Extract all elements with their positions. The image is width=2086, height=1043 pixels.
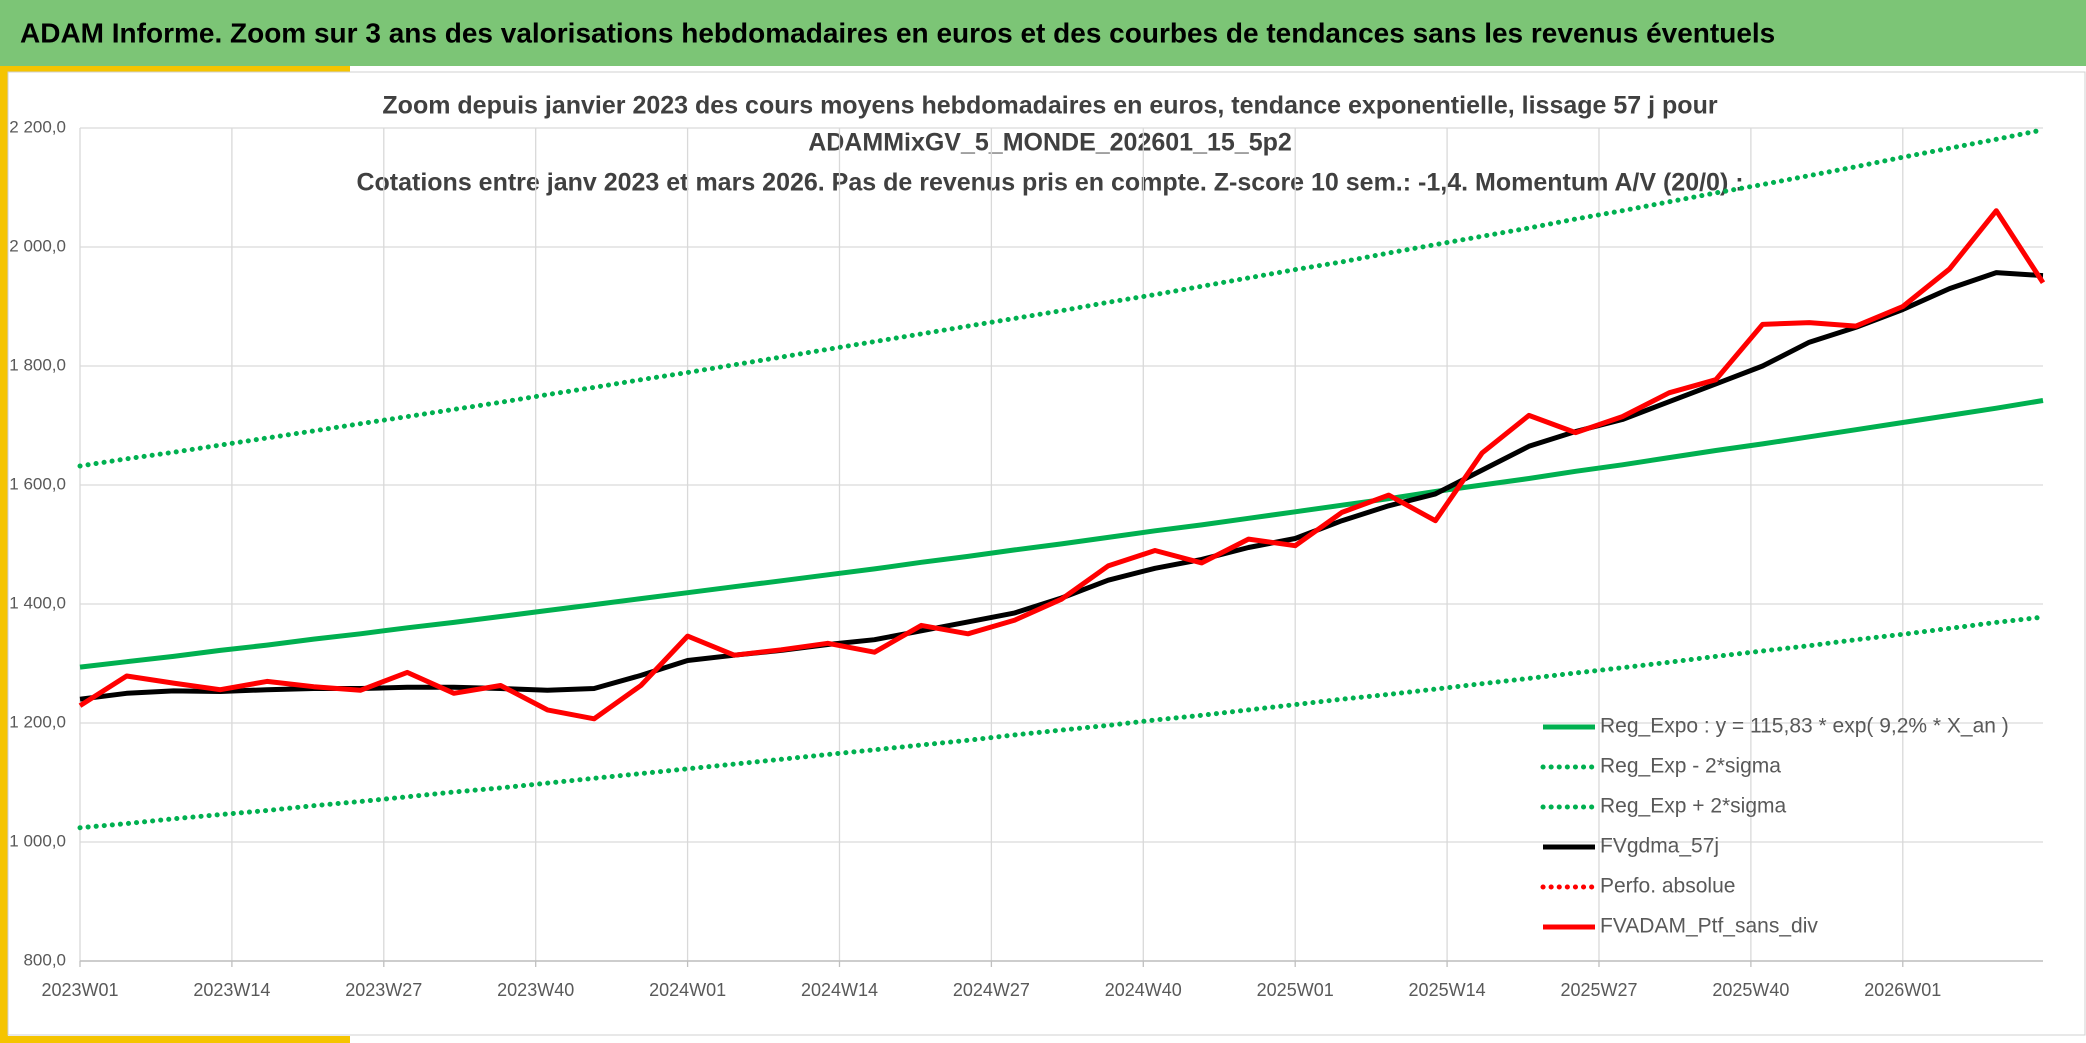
series-line — [77, 127, 2046, 469]
chart-title: ADAMMixGV_5_MONDE_202601_15_5p2 — [808, 129, 1292, 157]
x-tick-label: 2025W40 — [1712, 980, 1789, 1000]
bottom-accent — [0, 1036, 350, 1043]
y-tick-label: 800,0 — [23, 950, 66, 969]
legend-label: FVgdma_57j — [1600, 835, 1719, 858]
legend-label: Reg_Expo : y = 115,83 * exp( 9,2% * X_an… — [1600, 715, 2009, 738]
y-tick-label: 2 200,0 — [9, 117, 66, 136]
y-tick-label: 1 200,0 — [9, 712, 66, 731]
frame — [7, 71, 2086, 1036]
x-tick-label: 2024W40 — [1105, 980, 1182, 1000]
legend-label: Reg_Exp - 2*sigma — [1600, 755, 1781, 778]
x-tick-label: 2023W40 — [497, 980, 574, 1000]
x-tick-label: 2025W01 — [1257, 980, 1334, 1000]
chart-subtitle: Cotations entre janv 2023 et mars 2026. … — [356, 169, 1743, 197]
top-accent — [0, 66, 350, 72]
header-title: ADAM Informe. Zoom sur 3 ans des valoris… — [20, 17, 1775, 48]
header-bar — [0, 0, 2086, 66]
left-accent — [0, 66, 8, 1043]
x-tick-label: 2026W01 — [1864, 980, 1941, 1000]
y-tick-label: 2 000,0 — [9, 236, 66, 255]
x-tick-label: 2025W27 — [1560, 980, 1637, 1000]
legend-label: FVADAM_Ptf_sans_div — [1600, 915, 1818, 938]
x-tick-label: 2024W14 — [801, 980, 878, 1000]
x-tick-label: 2024W01 — [649, 980, 726, 1000]
x-tick-label: 2024W27 — [953, 980, 1030, 1000]
y-tick-label: 1 600,0 — [9, 474, 66, 493]
x-tick-label: 2025W14 — [1409, 980, 1486, 1000]
series-line — [78, 208, 2046, 722]
series-line — [77, 614, 2046, 831]
series-line — [79, 270, 2044, 702]
y-tick-label: 1 400,0 — [9, 593, 66, 612]
x-tick-label: 2023W14 — [193, 980, 270, 1000]
legend-label: Perfo. absolue — [1600, 875, 1735, 898]
y-tick-label: 1 000,0 — [9, 831, 66, 850]
y-tick-label: 1 800,0 — [9, 355, 66, 374]
legend-label: Reg_Exp + 2*sigma — [1600, 795, 1787, 818]
x-tick-label: 2023W27 — [345, 980, 422, 1000]
chart-title: Zoom depuis janvier 2023 des cours moyen… — [382, 92, 1717, 120]
series-line — [79, 398, 2044, 670]
x-tick-label: 2023W01 — [41, 980, 118, 1000]
